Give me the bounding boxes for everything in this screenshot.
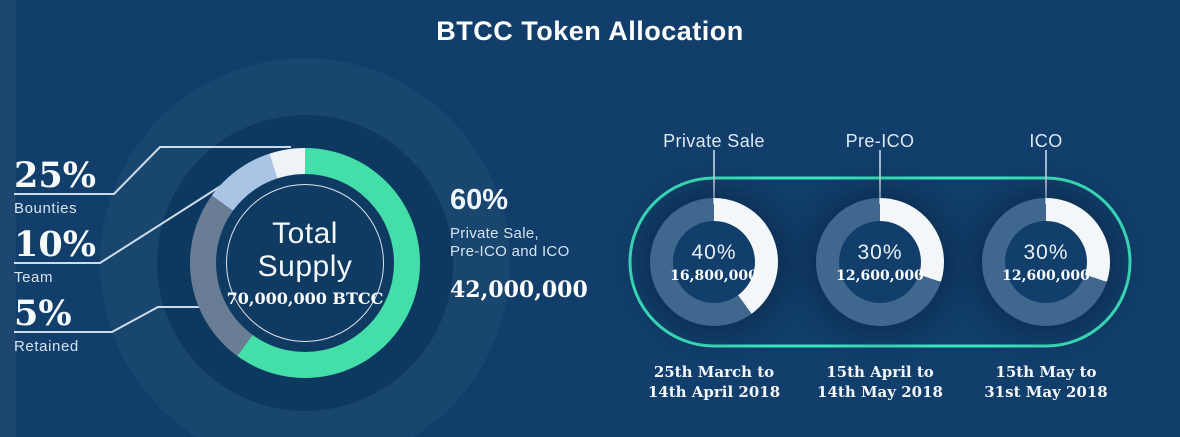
phase-percent: 40% [691,240,737,264]
phase-date-line2: 31st May 2018 [984,383,1108,401]
leader-line-team [14,174,239,264]
total-supply-title-line1: Total [272,217,338,251]
phase-donut-ico: 30% 12,600,000 [982,198,1110,326]
phase-donut-center: 30% 12,600,000 [800,198,960,326]
phase-date-line1: 25th March to [653,363,775,381]
bounties-label: Bounties [14,200,78,217]
phase-donut-hole [839,221,921,303]
left-edge-accent [0,0,16,437]
phase-date-line1: 15th April to [826,363,934,381]
sale-summary-label-line1: Private Sale, [450,225,539,242]
phase-donut-hole [1005,221,1087,303]
team-label: Team [14,269,54,286]
phase-donut-private-sale: 40% 16,800,000 [650,198,778,326]
retained-label: Retained [14,338,79,355]
legend-item-team: 10% Team [14,227,96,286]
phase-donut-pre-ico: 30% 12,600,000 [816,198,944,326]
phase-token-count: 12,600,000 [836,267,924,284]
phase-dates-ico: 15th May to 31st May 2018 [956,362,1136,402]
phase-donut-center: 40% 16,800,000 [634,198,794,326]
phase-date-line2: 14th April 2018 [647,383,781,401]
phase-token-count: 12,600,000 [1002,267,1090,284]
main-donut-inner-circle [226,184,384,342]
phase-title-ico: ICO [1029,131,1063,151]
total-supply-value: 70,000,000 BTCC [226,288,384,308]
phase-date-line2: 14th May 2018 [817,383,943,401]
main-donut-center: Total Supply 70,000,000 BTCC [190,148,420,378]
phase-date-line1: 15th May to [995,363,1097,381]
total-supply-title-line2: Supply [257,249,353,283]
phase-dates-private-sale: 25th March to 14th April 2018 [624,362,804,402]
sale-summary-label-line2: Pre-ICO and ICO [450,243,570,260]
main-donut: Total Supply 70,000,000 BTCC [190,148,420,378]
phase-title-pre-ico: Pre-ICO [845,131,915,151]
sale-summary-token-count: 42,000,000 [450,277,588,303]
phase-token-count: 16,800,000 [670,267,758,284]
phase-donut-hole [673,221,755,303]
leader-line-bounties [14,146,291,195]
bounties-percent: 25% [14,155,96,196]
phase-donut-center: 30% 12,600,000 [966,198,1126,326]
phase-percent: 30% [857,240,903,264]
page-title: BTCC Token Allocation [436,16,744,46]
leader-line-retained [14,306,208,333]
phase-percent: 30% [1023,240,1069,264]
sale-summary-block: 60% Private Sale, Pre-ICO and ICO 42,000… [450,184,588,303]
phase-title-private-sale: Private Sale [663,131,765,151]
sale-summary-percent: 60% [450,184,509,216]
legend-item-bounties: 25% Bounties [14,158,96,217]
legend-item-retained: 5% Retained [14,296,79,355]
sale-summary-label: Private Sale, Pre-ICO and ICO [450,225,588,261]
phase-dates-pre-ico: 15th April to 14th May 2018 [790,362,970,402]
retained-percent: 5% [14,293,72,334]
team-percent: 10% [14,224,96,265]
